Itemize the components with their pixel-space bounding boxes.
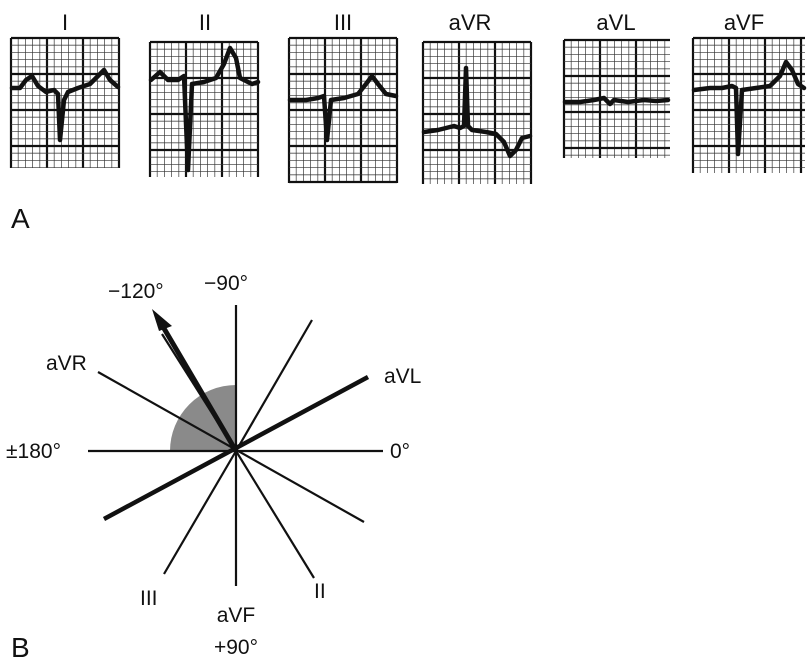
ecg-strip-lead-avl: aVL — [562, 10, 671, 158]
ecg-strip-lead-iii: III — [287, 10, 399, 184]
panel-a: I II III aVR aVL aVF — [9, 10, 807, 234]
panel-label-a: A — [11, 203, 30, 234]
label-plus-minus-180: ±180° — [6, 440, 61, 463]
ecg-trace-i — [9, 67, 121, 143]
axis-line-ii — [235, 450, 315, 579]
panel-label-b: B — [11, 632, 30, 663]
ecg-trace-avf — [691, 59, 807, 157]
panel-b: −120° −90° aVR aVL ±180° 0° III II aVF +… — [6, 272, 421, 663]
ecg-grid-iii — [287, 36, 399, 184]
label-minus-120: −120° — [108, 280, 164, 303]
ecg-strip-lead-avr: aVR — [421, 10, 533, 184]
label-avr: aVR — [46, 352, 87, 375]
ecg-grid-avr — [421, 40, 533, 184]
label-minus-90: −90° — [204, 272, 248, 295]
label-ii: II — [314, 580, 326, 603]
label-iii: III — [140, 587, 158, 610]
lead-label-i: I — [62, 10, 68, 35]
label-zero-degrees: 0° — [390, 440, 410, 463]
label-avl: aVL — [384, 365, 421, 388]
lead-label-ii: II — [199, 10, 211, 35]
ecg-strip-lead-avf: aVF — [691, 10, 807, 173]
ecg-strip-lead-i: I — [9, 10, 121, 169]
ecg-strip-lead-ii: II — [148, 10, 261, 177]
lead-label-avl: aVL — [596, 10, 635, 35]
shaded-axis-sector — [170, 385, 236, 451]
lead-label-iii: III — [334, 10, 352, 35]
ecg-trace-avr — [421, 65, 533, 159]
electrical-axis-arrow-shaft — [159, 323, 239, 453]
axis-line-ii-upper — [235, 319, 313, 452]
axis-line-iii — [163, 450, 237, 575]
ecg-grid-avf — [691, 36, 805, 173]
lead-label-avr: aVR — [449, 10, 492, 35]
label-plus-90: +90° — [214, 636, 258, 659]
electrical-axis-arrowhead — [152, 309, 172, 331]
label-avf: aVF — [217, 604, 256, 627]
ecg-trace-ii — [148, 45, 261, 173]
ecg-grid-ii — [148, 40, 260, 177]
lead-label-avf: aVF — [724, 10, 764, 35]
ecg-trace-iii — [287, 73, 399, 143]
ecg-trace-avl — [562, 95, 671, 107]
